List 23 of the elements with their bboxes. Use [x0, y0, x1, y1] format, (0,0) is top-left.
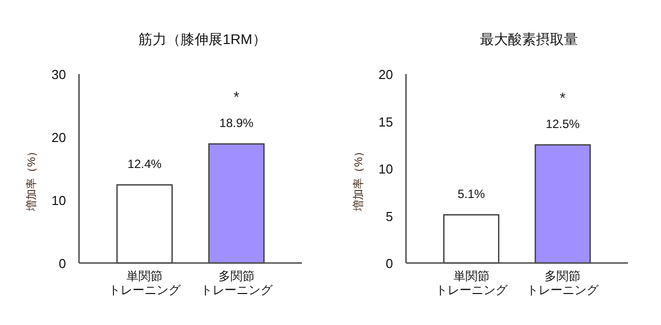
y-tick-label: 15 — [378, 114, 393, 130]
chart-title: 筋力（膝伸展1RM） — [138, 31, 266, 47]
x-tick-label: 単関節トレーニング — [108, 269, 182, 297]
y-tick-label: 10 — [378, 162, 393, 176]
x-tick-label: 単関節トレーニング — [435, 269, 508, 297]
x-tick-label: 多関節トレーニング — [200, 269, 274, 297]
annotation: * — [234, 88, 240, 106]
data-label: 5.1% — [458, 186, 486, 201]
y-tick-label: 20 — [52, 130, 66, 145]
y-tick-label: 10 — [52, 193, 66, 208]
y-axis-title: 増加率（%） — [25, 146, 38, 212]
y-tick-label: 30 — [52, 67, 66, 82]
annotation: * — [560, 90, 566, 107]
x-tick-label: 多関節トレーニング — [526, 269, 600, 297]
chart-title: 最大酸素摂取量 — [480, 31, 578, 47]
y-tick-label: 5 — [386, 208, 393, 224]
data-label: 18.9% — [219, 116, 254, 130]
y-tick-label: 0 — [58, 256, 66, 271]
data-label: 12.4% — [128, 156, 162, 171]
y-tick-label: 0 — [386, 256, 393, 271]
data-label: 12.5% — [546, 116, 580, 131]
y-axis-title: 増加率（%） — [352, 146, 365, 212]
y-tick-label: 20 — [378, 67, 393, 82]
